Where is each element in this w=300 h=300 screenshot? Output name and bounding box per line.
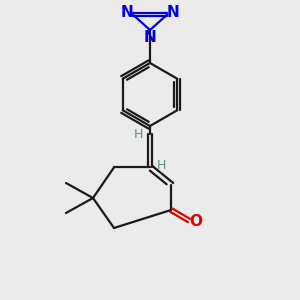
Text: H: H bbox=[157, 159, 166, 172]
Text: H: H bbox=[134, 128, 143, 141]
Text: N: N bbox=[144, 30, 156, 45]
Text: O: O bbox=[189, 214, 202, 230]
Text: N: N bbox=[167, 5, 179, 20]
Text: N: N bbox=[121, 5, 134, 20]
